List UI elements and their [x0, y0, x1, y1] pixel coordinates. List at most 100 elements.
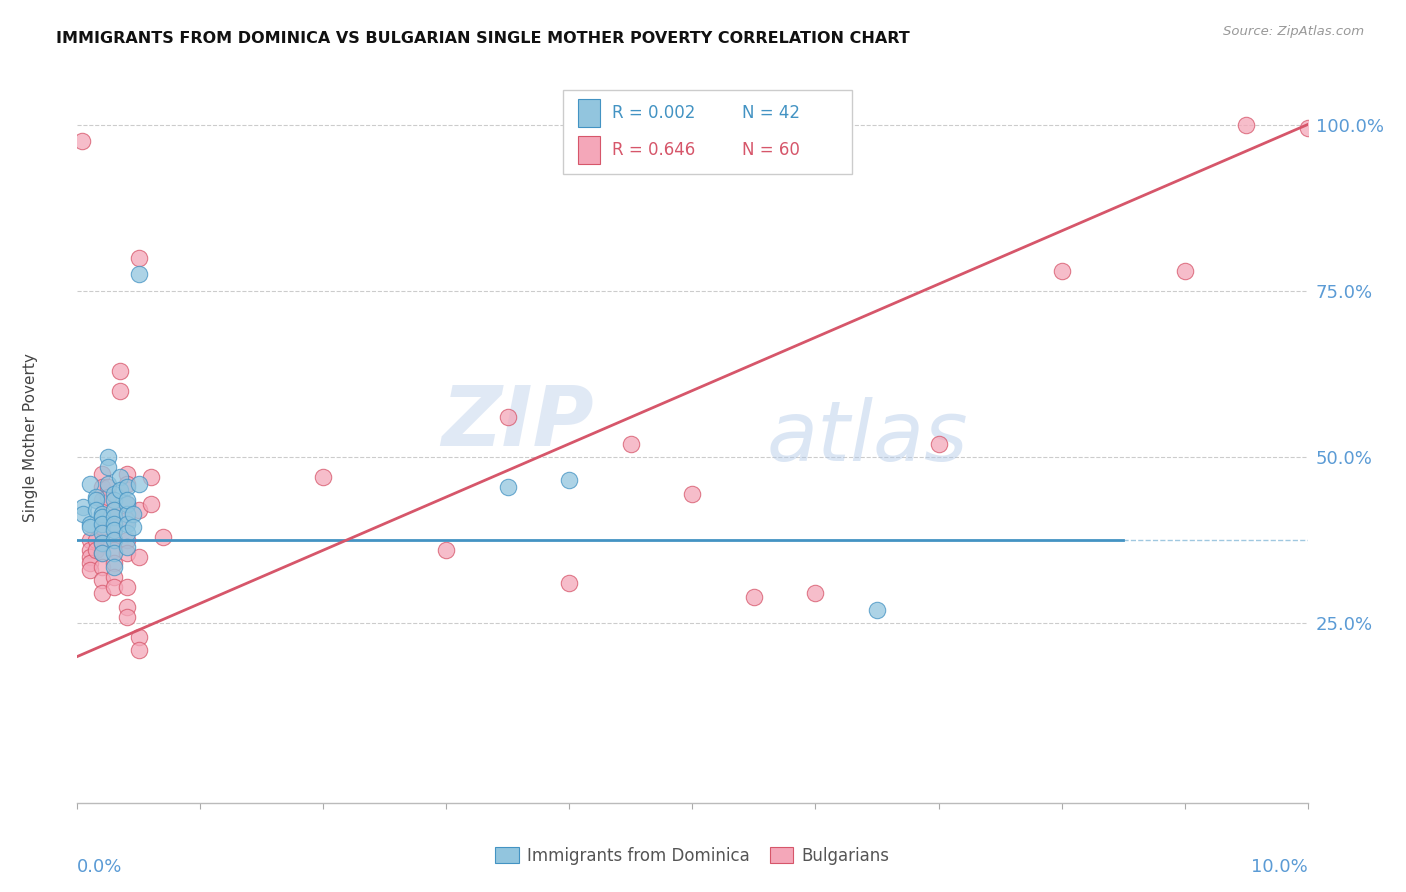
Point — [110, 483, 132, 498]
Point — [115, 493, 138, 508]
Bar — [578, 136, 600, 163]
Point — [115, 540, 138, 554]
Point — [97, 476, 120, 491]
Legend: Immigrants from Dominica, Bulgarians: Immigrants from Dominica, Bulgarians — [489, 840, 896, 871]
Point — [558, 576, 581, 591]
Point — [103, 503, 125, 517]
Point — [84, 503, 107, 517]
Point — [84, 493, 107, 508]
Point — [103, 570, 125, 584]
Point — [115, 533, 138, 548]
Point — [496, 410, 519, 425]
Point — [141, 497, 163, 511]
Point — [79, 563, 101, 577]
Point — [115, 476, 138, 491]
Text: ZIP: ZIP — [441, 382, 595, 463]
Point — [97, 490, 120, 504]
Point — [90, 467, 114, 481]
Point — [103, 509, 125, 524]
Point — [90, 559, 114, 574]
Point — [90, 509, 114, 524]
Point — [110, 384, 132, 398]
Point — [121, 520, 143, 534]
Point — [115, 480, 138, 494]
Point — [79, 557, 101, 571]
Point — [103, 493, 125, 508]
Point — [90, 493, 114, 508]
Bar — [578, 99, 600, 127]
Point — [90, 536, 114, 550]
Point — [103, 509, 125, 524]
Point — [90, 509, 114, 524]
Point — [115, 546, 138, 560]
Text: N = 60: N = 60 — [742, 141, 800, 159]
Point — [128, 630, 150, 644]
Point — [115, 513, 138, 527]
Point — [84, 490, 107, 504]
Text: R = 0.002: R = 0.002 — [613, 104, 696, 122]
Text: 10.0%: 10.0% — [1251, 858, 1308, 876]
Point — [128, 643, 150, 657]
Point — [90, 480, 114, 494]
Point — [152, 530, 174, 544]
Point — [79, 549, 101, 564]
Point — [128, 267, 150, 281]
Point — [90, 586, 114, 600]
Point — [72, 507, 94, 521]
Point — [103, 523, 125, 537]
Point — [90, 520, 114, 534]
Point — [90, 573, 114, 587]
Point — [128, 549, 150, 564]
Point — [1050, 264, 1073, 278]
Point — [90, 526, 114, 541]
Point — [121, 507, 143, 521]
Point — [1296, 120, 1319, 135]
Point — [115, 497, 138, 511]
Point — [84, 543, 107, 558]
Point — [928, 436, 950, 450]
FancyBboxPatch shape — [564, 90, 852, 174]
Text: Single Mother Poverty: Single Mother Poverty — [22, 352, 38, 522]
Text: atlas: atlas — [766, 397, 967, 477]
Point — [79, 516, 101, 531]
Text: N = 42: N = 42 — [742, 104, 800, 122]
Point — [103, 516, 125, 531]
Point — [79, 476, 101, 491]
Point — [558, 473, 581, 487]
Point — [128, 251, 150, 265]
Text: IMMIGRANTS FROM DOMINICA VS BULGARIAN SINGLE MOTHER POVERTY CORRELATION CHART: IMMIGRANTS FROM DOMINICA VS BULGARIAN SI… — [56, 31, 910, 46]
Point — [496, 480, 519, 494]
Point — [742, 590, 765, 604]
Text: Source: ZipAtlas.com: Source: ZipAtlas.com — [1223, 25, 1364, 38]
Point — [97, 460, 120, 475]
Point — [103, 520, 125, 534]
Point — [103, 559, 125, 574]
Point — [103, 486, 125, 500]
Point — [682, 486, 704, 500]
Point — [128, 476, 150, 491]
Point — [115, 526, 138, 541]
Point — [141, 470, 163, 484]
Point — [1174, 264, 1197, 278]
Point — [115, 580, 138, 594]
Text: R = 0.646: R = 0.646 — [613, 141, 696, 159]
Point — [90, 507, 114, 521]
Point — [115, 467, 138, 481]
Point — [72, 500, 94, 514]
Point — [115, 497, 138, 511]
Point — [90, 516, 114, 531]
Point — [312, 470, 335, 484]
Point — [103, 533, 125, 548]
Point — [115, 599, 138, 614]
Point — [97, 450, 120, 464]
Point — [115, 516, 138, 531]
Point — [79, 533, 101, 548]
Point — [128, 503, 150, 517]
Point — [90, 536, 114, 550]
Point — [103, 557, 125, 571]
Point — [103, 543, 125, 558]
Point — [110, 363, 132, 377]
Point — [90, 546, 114, 560]
Point — [1234, 118, 1257, 132]
Point — [103, 503, 125, 517]
